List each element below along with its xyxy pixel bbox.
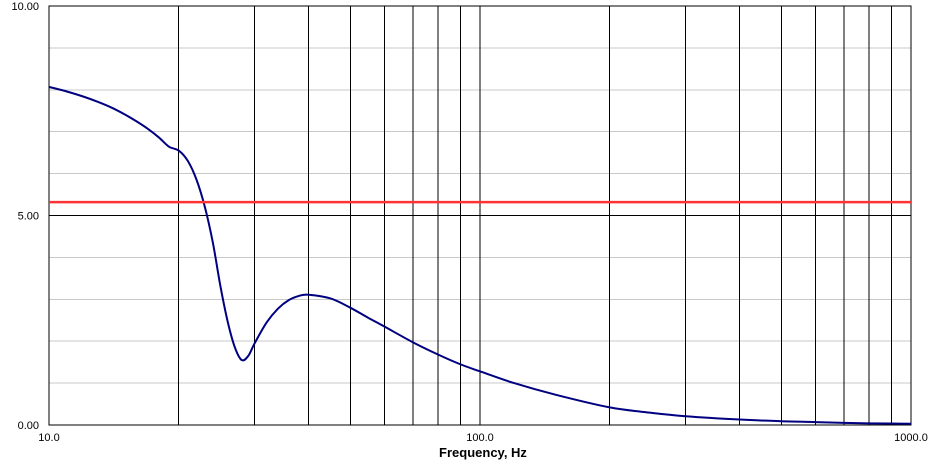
series-line-response — [48, 85, 912, 425]
x-tick-label: 10.0 — [38, 432, 59, 444]
y-tick-label: 0.00 — [18, 420, 39, 432]
x-tick-label: 100.0 — [466, 432, 494, 444]
y-tick-labels: 0.00 5.00 10.00 — [11, 1, 39, 432]
series-layer — [48, 85, 912, 425]
x-tick-labels: 10.0 100.0 1000.0 — [38, 432, 928, 444]
x-axis-title: Frequency, Hz — [439, 445, 527, 460]
plot-frame — [48, 5, 912, 426]
x-tick-label: 1000.0 — [894, 432, 928, 444]
y-tick-label: 5.00 — [18, 211, 39, 223]
y-tick-label: 10.00 — [11, 1, 39, 13]
grid — [49, 6, 911, 425]
